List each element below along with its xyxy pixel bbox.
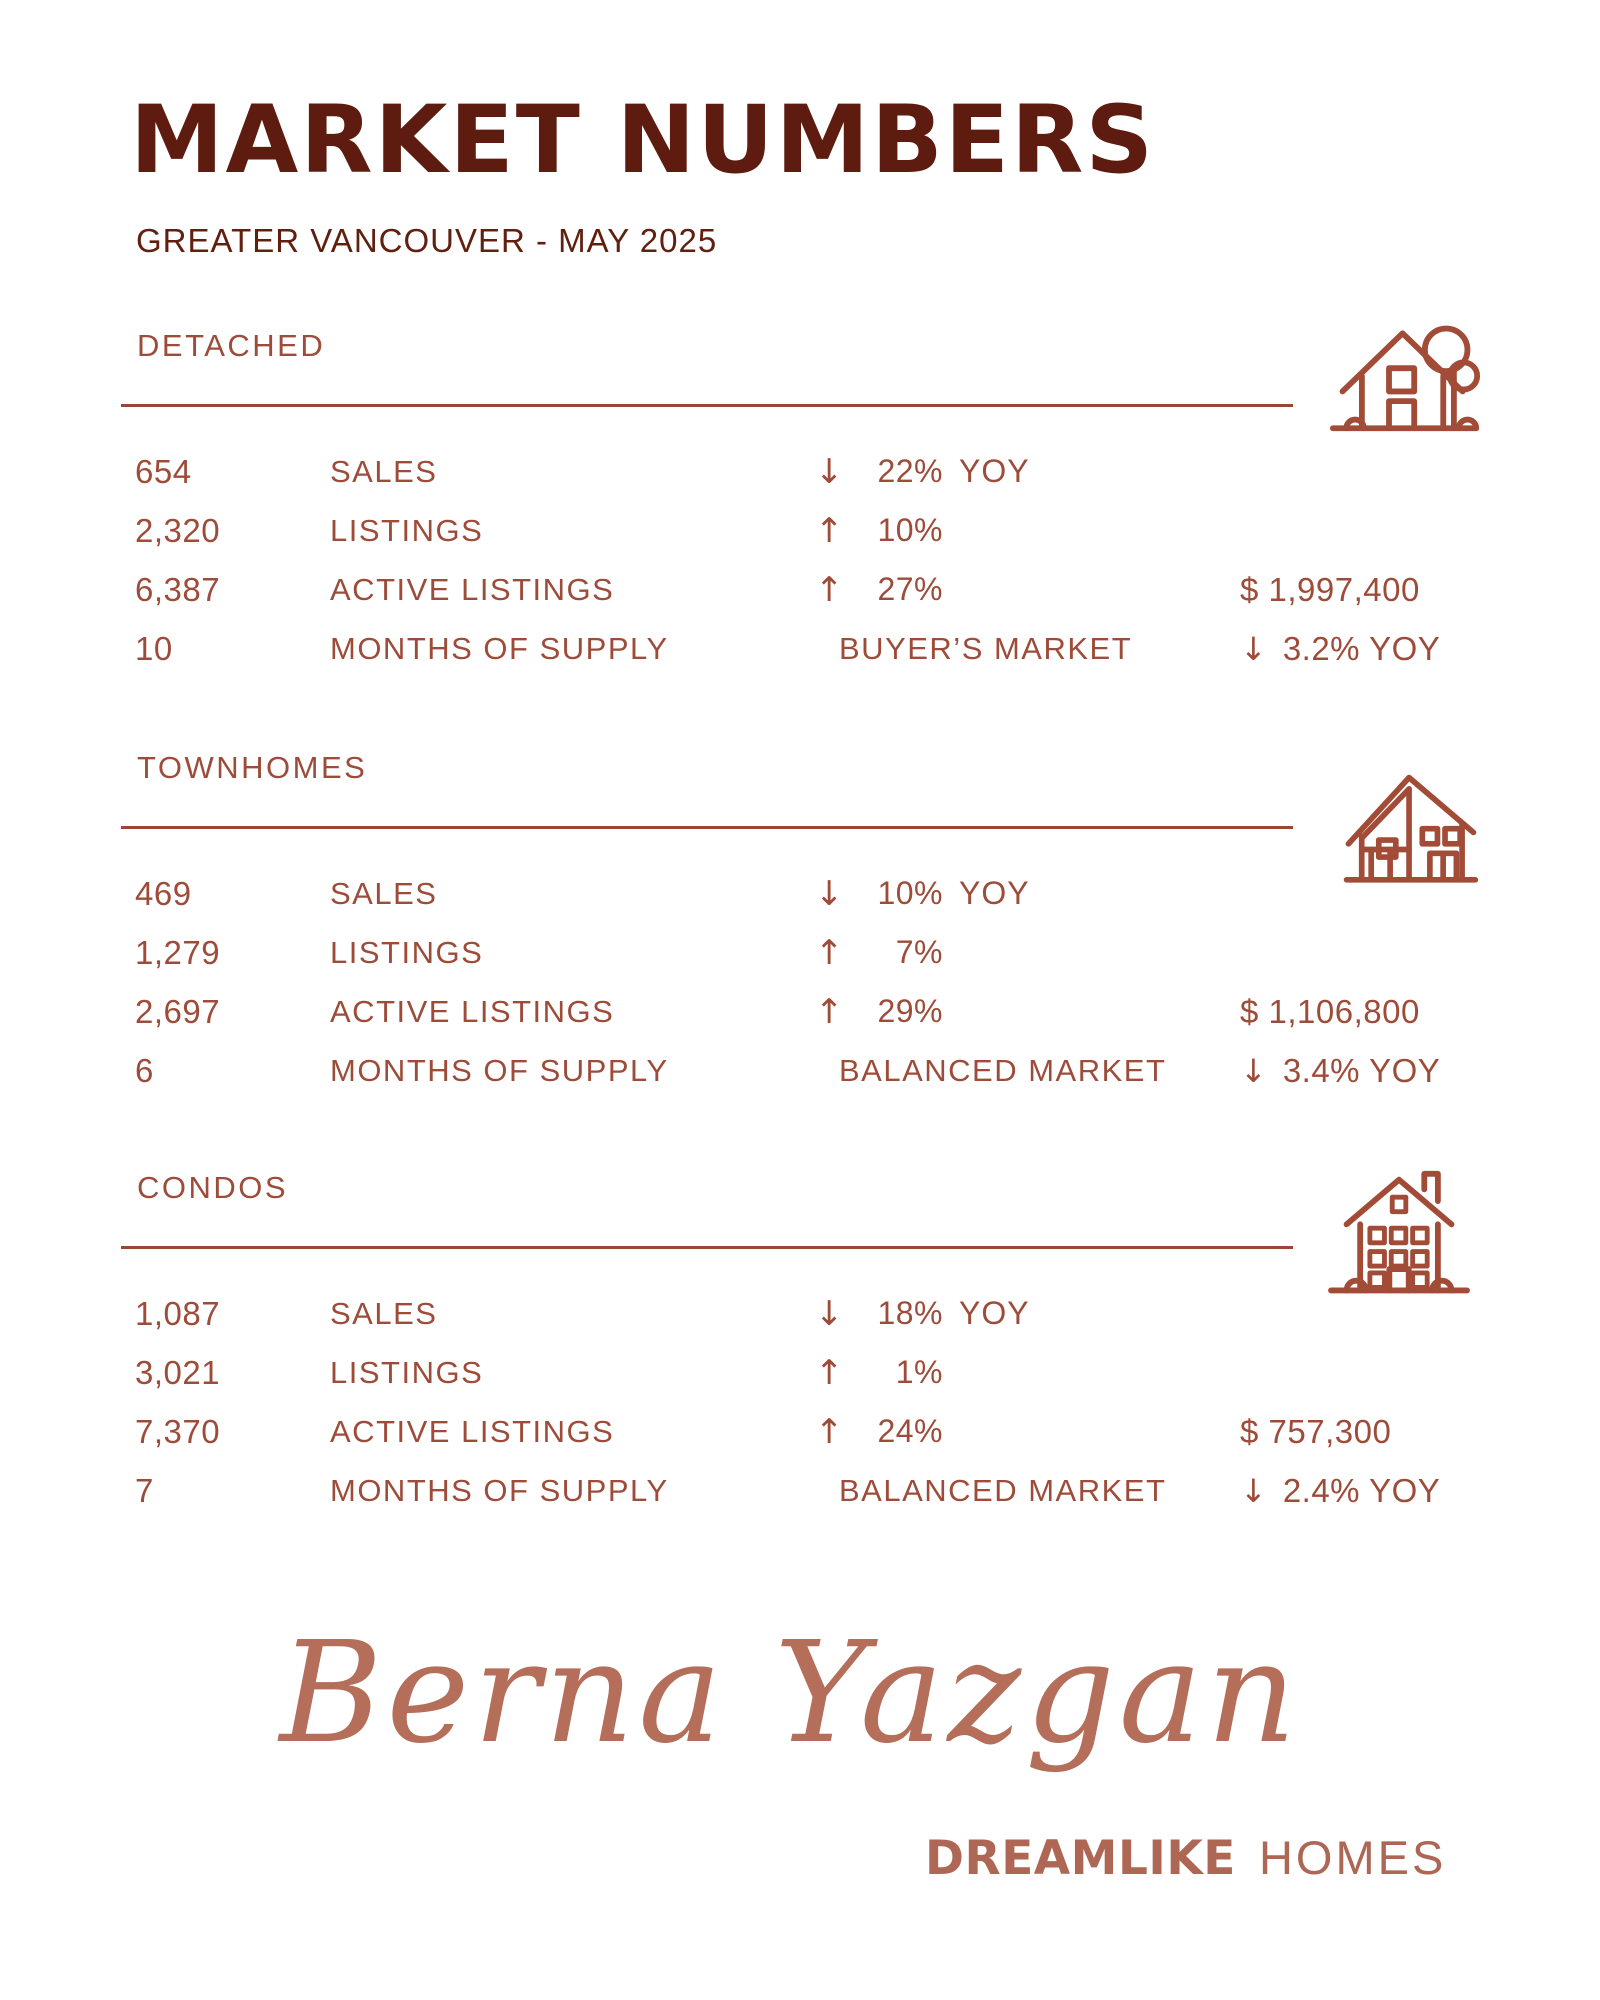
price-yoy-change: 2.4% YOY [1282, 1471, 1441, 1509]
stat-change-pct: 22% [877, 453, 943, 489]
stat-value: 654 [135, 452, 192, 490]
stat-change-pct: 24% [877, 1413, 943, 1449]
stat-value: 6,387 [135, 570, 221, 608]
up-arrow-icon: ↑ [815, 991, 844, 1032]
sales-row: 469 SALES ↓ 10% YOY [135, 864, 1480, 923]
benchmark-price: $ 1,106,800 [1240, 992, 1420, 1030]
section-detached: DETACHED 654 SALES ↓ 22% [121, 310, 1481, 700]
market-status: BALANCED MARKET [839, 1472, 1167, 1508]
months-of-supply-row: 10 MONTHS OF SUPPLY BUYER’S MARKET ↓ 3.2… [135, 619, 1480, 678]
stat-value: 2,697 [135, 992, 221, 1030]
section-title: CONDOS [137, 1170, 289, 1205]
up-arrow-icon: ↑ [815, 932, 844, 973]
stats-table: 469 SALES ↓ 10% YOY 1,279 LISTINGS ↑ 7% [135, 864, 1480, 1100]
stat-label: LISTINGS [330, 934, 484, 970]
brand-name-bold: DREAMLIKE [925, 1831, 1236, 1886]
stat-label: ACTIVE LISTINGS [330, 1413, 615, 1449]
stat-label: ACTIVE LISTINGS [330, 993, 615, 1029]
months-of-supply-row: 6 MONTHS OF SUPPLY BALANCED MARKET ↓ 3.4… [135, 1041, 1480, 1100]
down-arrow-icon: ↓ [1240, 1051, 1267, 1090]
brand-logo: DREAMLIKE HOMES [925, 1830, 1446, 1886]
stat-change-pct: 1% [895, 1354, 943, 1390]
stat-change-pct: 10% [877, 875, 943, 911]
stat-value: 7,370 [135, 1412, 221, 1450]
agent-signature: Berna Yazgan [279, 1612, 1301, 1775]
page-subtitle: GREATER VANCOUVER - MAY 2025 [136, 222, 718, 259]
sales-row: 654 SALES ↓ 22% YOY [135, 442, 1480, 501]
benchmark-price: $ 757,300 [1240, 1412, 1392, 1450]
stat-change-pct: 27% [877, 571, 943, 607]
brand-name-light: HOMES [1258, 1831, 1447, 1884]
up-arrow-icon: ↑ [815, 510, 844, 551]
stat-value: 1,087 [135, 1294, 221, 1332]
yoy-suffix: YOY [959, 453, 1030, 489]
down-arrow-icon: ↓ [815, 873, 844, 914]
stat-label: SALES [330, 875, 438, 911]
down-arrow-icon: ↓ [815, 1293, 844, 1334]
active-listings-row: 2,697 ACTIVE LISTINGS ↑ 29% $ 1,106,800 [135, 982, 1480, 1041]
section-townhomes: TOWNHOMES 469 SALES [121, 732, 1481, 1122]
market-status: BUYER’S MARKET [839, 630, 1133, 666]
stat-change-pct: 18% [877, 1295, 943, 1331]
up-arrow-icon: ↑ [815, 569, 844, 610]
stat-label: SALES [330, 1295, 438, 1331]
stat-change-pct: 10% [877, 512, 943, 548]
divider-line [121, 826, 1293, 829]
months-of-supply-row: 7 MONTHS OF SUPPLY BALANCED MARKET ↓ 2.4… [135, 1461, 1480, 1520]
stat-label: ACTIVE LISTINGS [330, 571, 615, 607]
listings-row: 2,320 LISTINGS ↑ 10% [135, 501, 1480, 560]
listings-row: 1,279 LISTINGS ↑ 7% [135, 923, 1480, 982]
up-arrow-icon: ↑ [815, 1352, 844, 1393]
stat-label: LISTINGS [330, 1354, 484, 1390]
yoy-suffix: YOY [959, 1295, 1030, 1331]
condo-building-icon [1327, 1168, 1473, 1304]
down-arrow-icon: ↓ [1240, 1471, 1267, 1510]
section-condos: CONDOS [121, 1152, 1480, 1542]
stat-label: SALES [330, 453, 438, 489]
stat-value: 7 [135, 1471, 154, 1509]
stat-value: 3,021 [135, 1353, 221, 1391]
stat-label: MONTHS OF SUPPLY [330, 630, 669, 666]
price-yoy-change: 3.2% YOY [1282, 629, 1441, 667]
stat-value: 469 [135, 874, 192, 912]
price-yoy-change: 3.4% YOY [1282, 1051, 1441, 1089]
stat-label: MONTHS OF SUPPLY [330, 1052, 669, 1088]
down-arrow-icon: ↓ [1240, 629, 1267, 668]
detached-house-icon [1327, 298, 1482, 450]
stat-label: MONTHS OF SUPPLY [330, 1472, 669, 1508]
stat-value: 1,279 [135, 933, 221, 971]
sales-row: 1,087 SALES ↓ 18% YOY [135, 1284, 1480, 1343]
stat-value: 10 [135, 629, 173, 667]
market-status: BALANCED MARKET [839, 1052, 1167, 1088]
down-arrow-icon: ↓ [815, 451, 844, 492]
divider-line [121, 1246, 1293, 1249]
section-title: TOWNHOMES [137, 750, 368, 785]
stat-value: 6 [135, 1051, 154, 1089]
stat-value: 2,320 [135, 511, 221, 549]
page-title: MARKET NUMBERS [130, 86, 1156, 195]
section-title: DETACHED [137, 328, 326, 363]
stat-label: LISTINGS [330, 512, 484, 548]
divider-line [121, 404, 1293, 407]
stats-table: 1,087 SALES ↓ 18% YOY 3,021 LISTINGS ↑ 1… [135, 1284, 1480, 1520]
listings-row: 3,021 LISTINGS ↑ 1% [135, 1343, 1480, 1402]
active-listings-row: 7,370 ACTIVE LISTINGS ↑ 24% $ 757,300 [135, 1402, 1480, 1461]
up-arrow-icon: ↑ [815, 1411, 844, 1452]
stat-change-pct: 29% [877, 993, 943, 1029]
benchmark-price: $ 1,997,400 [1240, 570, 1420, 608]
yoy-suffix: YOY [959, 875, 1030, 911]
active-listings-row: 6,387 ACTIVE LISTINGS ↑ 27% $ 1,997,400 [135, 560, 1480, 619]
townhouse-icon [1339, 756, 1481, 890]
stat-change-pct: 7% [895, 934, 943, 970]
stats-table: 654 SALES ↓ 22% YOY 2,320 LISTINGS ↑ 10% [135, 442, 1480, 678]
